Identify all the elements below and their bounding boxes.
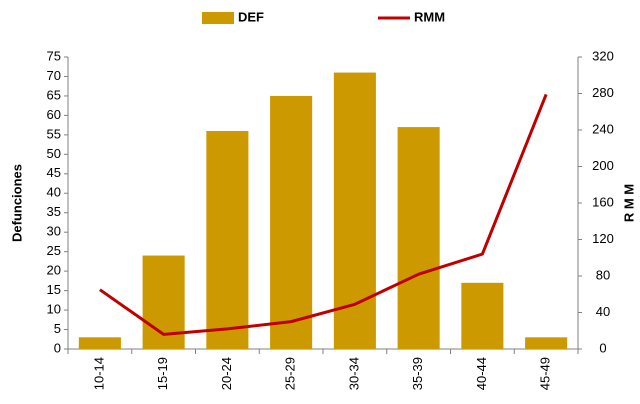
y-tick-label: 15 (47, 282, 61, 297)
y-axis-label: Defunciones (9, 164, 24, 242)
y-tick-label: 35 (47, 204, 61, 219)
y-tick-label: 0 (54, 340, 61, 355)
y-tick-label: 10 (47, 302, 61, 317)
bar (270, 95, 313, 349)
y-tick-label: 20 (47, 263, 61, 278)
y2-tick-label: 160 (592, 194, 614, 209)
y2-tick-label: 80 (596, 267, 610, 282)
x-tick-label: 10-14 (91, 357, 106, 390)
y-tick-label: 55 (47, 126, 61, 141)
x-tick-label: 35-39 (410, 357, 425, 390)
x-tick-label: 40-44 (474, 357, 489, 390)
bar (78, 337, 121, 349)
x-tick-label: 15-19 (155, 357, 170, 390)
y-tick-label: 60 (47, 107, 61, 122)
x-tick-label: 25-29 (283, 357, 298, 390)
line (99, 93, 548, 336)
x-tick-label: 45-49 (538, 357, 553, 390)
y-tick-label: 5 (54, 321, 61, 336)
legend-label: RMM (414, 9, 445, 24)
y-tick-label: 40 (47, 185, 61, 200)
bar (461, 282, 504, 349)
y2-tick-label: 0 (599, 340, 606, 355)
y-tick-label: 25 (47, 243, 61, 258)
y2-tick-label: 200 (592, 158, 614, 173)
y2-tick-label: 40 (596, 304, 610, 319)
bar (206, 130, 249, 349)
x-tick-label: 20-24 (219, 357, 234, 390)
y-tick-label: 65 (47, 87, 61, 102)
legend-swatch (202, 12, 234, 24)
y-tick-label: 30 (47, 224, 61, 239)
y2-tick-label: 280 (592, 85, 614, 100)
y-tick-label: 75 (47, 48, 61, 63)
x-tick-label: 30-34 (346, 357, 361, 390)
y2-axis-label: R M M (621, 184, 636, 222)
y-tick-label: 70 (47, 68, 61, 83)
y2-tick-label: 120 (592, 231, 614, 246)
legend-label: DEF (238, 9, 264, 24)
y2-tick-label: 320 (592, 48, 614, 63)
bar (397, 127, 440, 349)
y-tick-label: 50 (47, 146, 61, 161)
y2-tick-label: 240 (592, 121, 614, 136)
bar (525, 337, 568, 349)
y-tick-label: 45 (47, 165, 61, 180)
